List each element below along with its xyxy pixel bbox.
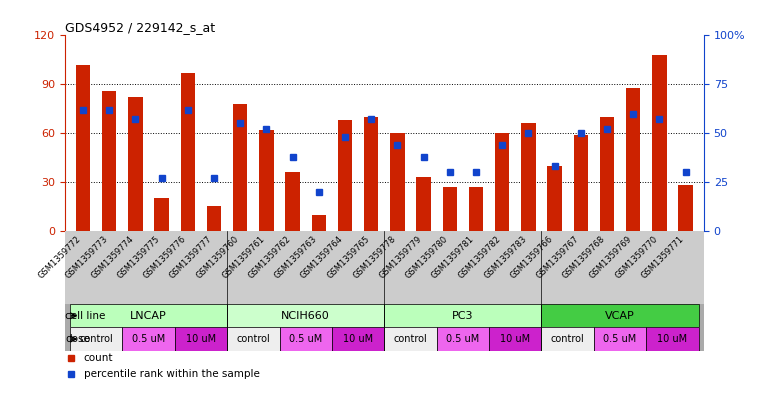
Bar xyxy=(175,327,227,351)
Text: GSM1359781: GSM1359781 xyxy=(430,235,476,281)
Text: GSM1359771: GSM1359771 xyxy=(639,235,686,281)
Bar xyxy=(70,304,227,327)
Bar xyxy=(123,327,175,351)
Text: 0.5 uM: 0.5 uM xyxy=(132,334,165,344)
Text: GSM1359763: GSM1359763 xyxy=(272,235,319,281)
Text: GSM1359769: GSM1359769 xyxy=(587,235,633,281)
Bar xyxy=(128,97,142,231)
Bar xyxy=(227,327,279,351)
Bar xyxy=(600,117,614,231)
Bar xyxy=(260,130,274,231)
Text: GSM1359768: GSM1359768 xyxy=(561,235,607,281)
Text: 10 uM: 10 uM xyxy=(500,334,530,344)
Bar xyxy=(646,327,699,351)
Text: 10 uM: 10 uM xyxy=(658,334,687,344)
Bar xyxy=(390,133,405,231)
Bar xyxy=(521,123,536,231)
Bar xyxy=(384,327,437,351)
Text: GDS4952 / 229142_s_at: GDS4952 / 229142_s_at xyxy=(65,21,215,34)
Bar xyxy=(416,177,431,231)
Text: GSM1359778: GSM1359778 xyxy=(352,235,397,281)
Text: control: control xyxy=(237,334,270,344)
Bar xyxy=(542,304,699,327)
Bar xyxy=(542,327,594,351)
Bar xyxy=(279,327,332,351)
Text: dose: dose xyxy=(65,334,90,344)
Bar xyxy=(489,327,542,351)
Bar xyxy=(102,91,116,231)
Text: control: control xyxy=(393,334,428,344)
Bar xyxy=(332,327,384,351)
Bar xyxy=(311,215,326,231)
Text: GSM1359762: GSM1359762 xyxy=(247,235,293,281)
Text: GSM1359772: GSM1359772 xyxy=(37,235,83,281)
Bar xyxy=(574,135,588,231)
Text: PC3: PC3 xyxy=(452,311,473,321)
Bar xyxy=(207,206,221,231)
Text: GSM1359770: GSM1359770 xyxy=(613,235,659,281)
Bar xyxy=(180,73,195,231)
Text: GSM1359767: GSM1359767 xyxy=(535,235,581,281)
Text: GSM1359764: GSM1359764 xyxy=(299,235,345,281)
Text: GSM1359761: GSM1359761 xyxy=(221,235,266,281)
Bar xyxy=(233,104,247,231)
Bar xyxy=(594,327,646,351)
Text: GSM1359783: GSM1359783 xyxy=(482,235,528,281)
Bar xyxy=(384,304,542,327)
Text: GSM1359779: GSM1359779 xyxy=(377,235,424,281)
Bar xyxy=(469,187,483,231)
Text: 0.5 uM: 0.5 uM xyxy=(603,334,637,344)
Text: GSM1359777: GSM1359777 xyxy=(168,235,214,281)
Bar xyxy=(227,304,384,327)
Text: GSM1359773: GSM1359773 xyxy=(63,235,110,281)
Text: LNCAP: LNCAP xyxy=(130,311,167,321)
Text: GSM1359765: GSM1359765 xyxy=(325,235,371,281)
Text: GSM1359774: GSM1359774 xyxy=(89,235,135,281)
Bar xyxy=(652,55,667,231)
Bar xyxy=(338,120,352,231)
Bar xyxy=(547,166,562,231)
Bar xyxy=(443,187,457,231)
Bar xyxy=(364,117,378,231)
Text: VCAP: VCAP xyxy=(605,311,635,321)
Text: percentile rank within the sample: percentile rank within the sample xyxy=(84,369,260,378)
Text: 0.5 uM: 0.5 uM xyxy=(446,334,479,344)
Bar xyxy=(70,327,123,351)
Text: GSM1359766: GSM1359766 xyxy=(508,235,555,281)
Text: GSM1359776: GSM1359776 xyxy=(142,235,188,281)
Text: count: count xyxy=(84,353,113,363)
Text: 0.5 uM: 0.5 uM xyxy=(289,334,323,344)
Text: 10 uM: 10 uM xyxy=(186,334,216,344)
Bar xyxy=(437,327,489,351)
Bar xyxy=(76,65,91,231)
Text: cell line: cell line xyxy=(65,311,105,321)
Bar xyxy=(285,172,300,231)
Text: GSM1359775: GSM1359775 xyxy=(116,235,161,281)
Bar xyxy=(154,198,169,231)
Text: GSM1359760: GSM1359760 xyxy=(194,235,240,281)
Bar xyxy=(678,185,693,231)
Text: NCIH660: NCIH660 xyxy=(282,311,330,321)
Text: GSM1359780: GSM1359780 xyxy=(404,235,450,281)
Text: 10 uM: 10 uM xyxy=(343,334,373,344)
Text: control: control xyxy=(551,334,584,344)
Bar xyxy=(495,133,509,231)
Text: control: control xyxy=(79,334,113,344)
Text: GSM1359782: GSM1359782 xyxy=(456,235,502,281)
Bar xyxy=(626,88,641,231)
